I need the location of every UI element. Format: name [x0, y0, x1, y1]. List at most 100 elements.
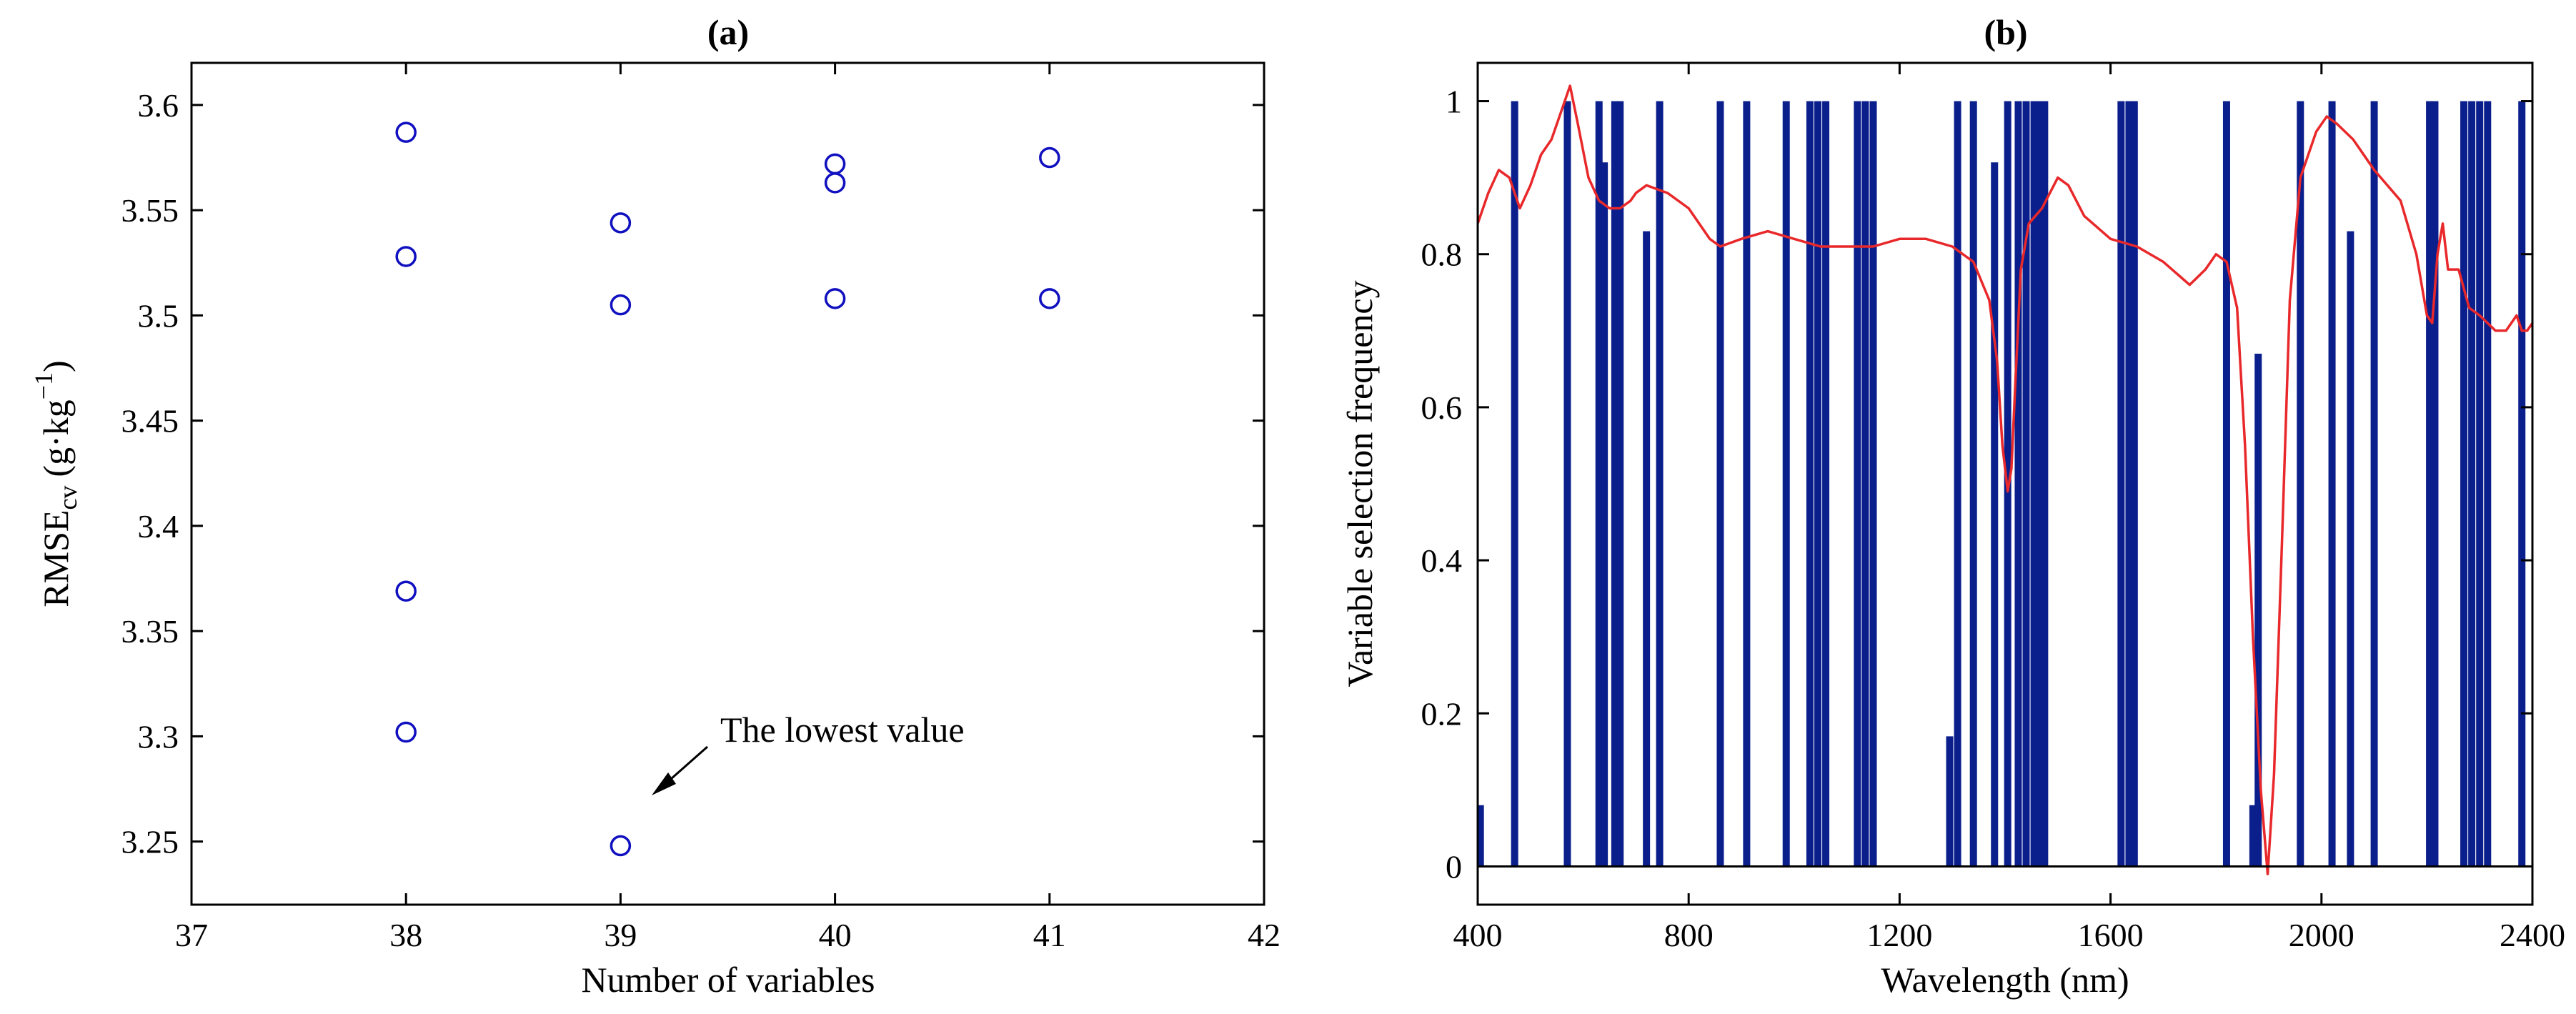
x-tick-label: 800 — [1664, 917, 1714, 953]
panel-b-plot-frame — [1476, 61, 2534, 906]
scatter-point — [395, 246, 417, 267]
panel-b: (b) 400 800 1200 1600 2000 2400 0 0.2 0.4 0.6 0.8 1… — [1340, 12, 2565, 1000]
panel-b-ylabel: Variable selection frequency — [1340, 280, 1380, 687]
bar — [2125, 101, 2133, 867]
bar — [2426, 101, 2434, 867]
y-tick-label: 3.45 — [121, 403, 179, 439]
x-tick-label: 37 — [175, 917, 208, 953]
bar — [1861, 101, 1869, 867]
bar — [1814, 101, 1822, 867]
x-tick-label: 40 — [819, 917, 852, 953]
y-tick-label: 0 — [1446, 848, 1462, 885]
bar — [1946, 736, 1954, 867]
x-tick-label: 38 — [389, 917, 422, 953]
bar — [2484, 101, 2492, 867]
bar — [1954, 101, 1961, 867]
bar — [1822, 101, 1830, 867]
x-tick-label: 39 — [604, 917, 637, 953]
x-tick-label: 2000 — [2289, 917, 2354, 953]
panel-b-line-series — [1476, 84, 2534, 875]
bar — [2370, 101, 2378, 867]
panel-a-title: (a) — [707, 12, 749, 52]
bar — [1611, 101, 1618, 867]
panel-b-xlabel: Wavelength (nm) — [1881, 960, 2129, 1000]
bar — [2130, 101, 2138, 867]
y-tick-label: 0.8 — [1421, 237, 1463, 273]
bar — [2328, 101, 2336, 867]
panel-a-ylabel: RMSEcv (g·kg−1) — [29, 360, 82, 607]
bar — [2117, 101, 2125, 867]
annotation-arrow-head — [652, 772, 676, 795]
y-tick-label: 1 — [1446, 84, 1462, 120]
annotation-text: The lowest value — [720, 710, 965, 750]
bar — [1716, 101, 1724, 867]
y-tick-label: 3.35 — [121, 613, 179, 650]
bar — [2254, 353, 2262, 867]
bar — [2518, 101, 2526, 867]
bar — [2022, 101, 2030, 867]
bar — [2041, 101, 2049, 867]
panel-a-plot-frame — [190, 61, 1265, 906]
scatter-point — [824, 153, 846, 175]
bar — [1782, 101, 1790, 867]
scatter-point — [824, 172, 846, 194]
x-tick-label: 42 — [1248, 917, 1280, 953]
bar — [1563, 101, 1571, 867]
panel-a: (a) 37 38 39 40 41 42 3.25 3.3 3.35 3.4 3.45 3.5 3.5… — [29, 12, 1280, 1000]
y-tick-label: 0.4 — [1421, 542, 1463, 579]
scatter-point — [395, 121, 417, 143]
bar — [2347, 231, 2354, 867]
ylabel-main: RMSE — [36, 510, 76, 607]
y-tick-label: 3.3 — [138, 718, 179, 755]
bar — [1869, 101, 1877, 867]
bar — [2460, 101, 2468, 867]
y-tick-label: 0.2 — [1421, 695, 1463, 732]
y-tick-label: 3.25 — [121, 824, 179, 860]
x-tick-label: 400 — [1453, 917, 1503, 953]
y-tick-label: 3.6 — [138, 87, 179, 124]
y-tick-label: 3.5 — [138, 297, 179, 334]
scatter-point — [395, 721, 417, 743]
ylabel-unit: (g·kg — [36, 399, 76, 477]
x-tick-label: 1600 — [2078, 917, 2144, 953]
panel-b-title: (b) — [1984, 12, 2027, 52]
bar — [1969, 101, 1977, 867]
bar — [2035, 101, 2043, 867]
scatter-point — [610, 835, 632, 857]
scatter-point — [610, 212, 632, 234]
panel-a-ticks: 37 38 39 40 41 42 3.25 3.3 3.35 3.4 3.45 3.5 3.55 3.6 — [121, 63, 1280, 953]
bar — [1656, 101, 1664, 867]
x-tick-label: 2400 — [2500, 917, 2565, 953]
bar — [1806, 101, 1814, 867]
ylabel-unit-close: ) — [36, 360, 76, 372]
bar — [2297, 101, 2304, 867]
bar — [1601, 162, 1608, 867]
bar — [1743, 101, 1751, 867]
y-tick-label: 3.4 — [138, 508, 179, 545]
x-tick-label: 1200 — [1866, 917, 1932, 953]
x-tick-label: 41 — [1033, 917, 1066, 953]
scatter-point — [395, 580, 417, 602]
ylabel-sub: cv — [54, 486, 82, 510]
panel-b-bars — [1476, 101, 2526, 867]
panel-b-ticks: 400 800 1200 1600 2000 2400 0 0.2 0.4 0.6 0.8 1 — [1421, 63, 2565, 953]
bar — [2249, 805, 2257, 867]
bar — [2030, 101, 2038, 867]
bar — [1991, 162, 1999, 867]
scatter-point — [1039, 288, 1060, 309]
bar — [1476, 805, 1484, 867]
scatter-point — [610, 294, 632, 316]
panel-a-xlabel: Number of variables — [582, 960, 875, 1000]
bar — [1854, 101, 1861, 867]
bar — [1616, 101, 1624, 867]
bar — [2468, 101, 2476, 867]
scatter-point — [1039, 146, 1060, 169]
bar — [2014, 101, 2022, 867]
bar — [1511, 101, 1518, 867]
y-tick-label: 3.55 — [121, 192, 179, 229]
panel-a-points — [395, 121, 1060, 857]
bar — [1595, 101, 1603, 867]
bar — [1643, 231, 1651, 867]
panel-a-annotation: The lowest value — [652, 710, 965, 795]
